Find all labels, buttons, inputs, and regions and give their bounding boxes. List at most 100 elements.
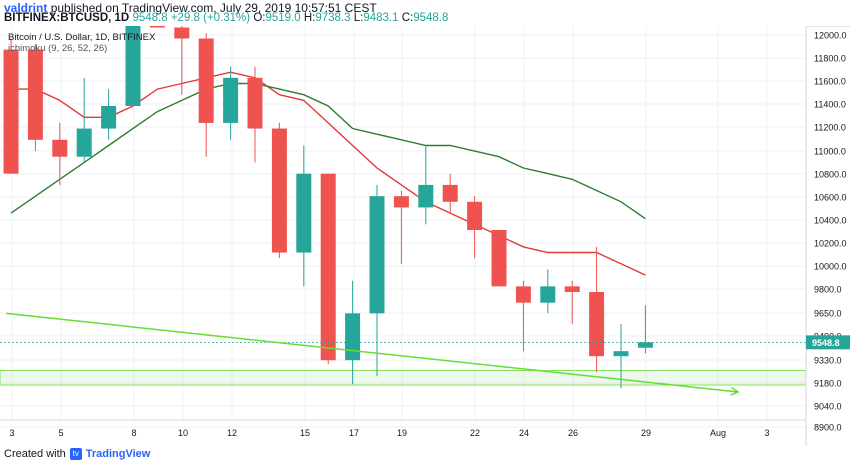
y-tick-label: 9040.0 <box>814 402 842 412</box>
candle <box>418 145 434 225</box>
candle <box>174 26 190 95</box>
footer: Created with tv TradingView <box>4 448 150 460</box>
candle-body <box>613 351 629 357</box>
x-tick-label: 15 <box>300 428 310 438</box>
y-tick-label: 10400.0 <box>814 216 847 226</box>
x-tick-label: 8 <box>131 428 136 438</box>
grid <box>0 26 806 428</box>
y-tick-label: 11000.0 <box>814 147 846 157</box>
x-tick-label: Aug <box>710 428 726 438</box>
trendline <box>6 312 739 393</box>
candle-body <box>76 128 92 157</box>
y-tick-label: 10800.0 <box>814 170 847 180</box>
candle <box>345 280 361 385</box>
symbol-label: BITFINEX:BTCUSD, 1D <box>4 12 130 24</box>
legend-indicator: ichimoku (9, 26, 52, 26) <box>8 43 107 54</box>
y-tick-label: 9650.0 <box>814 309 842 319</box>
candle <box>223 66 239 140</box>
y-tick-label: 10600.0 <box>814 193 847 203</box>
candle-body <box>174 27 190 39</box>
published-text: published on TradingView.com, July 29, 2… <box>50 1 377 15</box>
candle <box>247 66 263 163</box>
candle-body <box>149 26 165 28</box>
candle <box>491 230 507 287</box>
candle-body <box>369 196 385 314</box>
tradingview-logo-icon: tv <box>69 448 82 460</box>
y-tick-label: 11600.0 <box>814 77 846 87</box>
y-tick-label: 10000.0 <box>814 262 847 272</box>
candle-body <box>589 292 605 357</box>
candle <box>76 77 92 163</box>
candle <box>564 280 580 324</box>
kijun-line <box>10 82 646 220</box>
x-tick-label: 26 <box>568 428 578 438</box>
last-price-label: 9548.8 <box>812 338 840 348</box>
y-tick-label: 9330.0 <box>814 356 842 366</box>
candle <box>369 184 385 377</box>
open-label: O: <box>253 12 266 24</box>
low-value: 9483.1 <box>363 12 399 24</box>
price-axis[interactable]: 12000.0 11800.0 11600.0 11400.0 11200.0 11000… <box>805 26 850 446</box>
price-change: +29.8 (+0.31%) <box>170 12 251 24</box>
current-price: 9548.8 <box>132 12 168 24</box>
chart-legend: Bitcoin / U.S. Dollar, 1D, BITFINEX ichi… <box>8 32 156 54</box>
candle <box>125 26 141 106</box>
candle <box>442 173 458 214</box>
candle-body <box>320 173 336 361</box>
high-label: H: <box>303 12 316 24</box>
x-tick-label: 10 <box>178 428 188 438</box>
candle-body <box>3 49 19 174</box>
x-tick-label: 3 <box>764 428 769 438</box>
candle <box>515 280 531 352</box>
low-label: L: <box>353 12 364 24</box>
candle-body <box>467 201 483 230</box>
candle <box>101 89 117 140</box>
candle <box>637 305 653 354</box>
candle-body <box>540 286 556 303</box>
x-tick-label: 12 <box>227 428 237 438</box>
candles <box>3 26 653 389</box>
plot-background <box>0 26 806 420</box>
x-tick-label: 3 <box>9 428 14 438</box>
candle <box>198 33 214 157</box>
candle <box>271 122 287 259</box>
candle <box>27 44 43 152</box>
y-tick-label: 9180.0 <box>814 379 842 389</box>
candle-body <box>515 286 531 303</box>
x-tick-label: 19 <box>397 428 407 438</box>
y-tick-label: 10200.0 <box>814 239 847 249</box>
time-axis[interactable]: 3 5 8 10 12 15 17 19 22 24 26 29 Aug 3 <box>0 419 806 438</box>
candle <box>52 122 68 185</box>
candle-body <box>52 139 68 157</box>
last-price-tag-bg <box>806 335 850 350</box>
candle <box>320 173 336 365</box>
candle-body <box>296 173 312 253</box>
candle-body <box>442 184 458 202</box>
publish-line: valdrint published on TradingView.com, J… <box>4 1 377 15</box>
tradingview-brand[interactable]: TradingView <box>85 448 151 460</box>
candle-body <box>271 128 287 253</box>
candle-body <box>418 184 434 208</box>
candlestick-chart[interactable]: 12000.0 11800.0 11600.0 11400.0 11200.0 11000… <box>0 26 850 446</box>
candle-body <box>637 342 653 348</box>
symbol-line: BITFINEX:BTCUSD, 1D 9548.8 +29.8 (+0.31%… <box>4 12 448 24</box>
last-price-tag: 9548.8 <box>806 335 850 350</box>
x-tick-label: 22 <box>470 428 480 438</box>
candle-body <box>393 196 409 208</box>
author-name[interactable]: valdrint <box>4 1 48 15</box>
support-zone <box>0 370 807 386</box>
candle <box>540 269 556 314</box>
candle <box>296 145 312 287</box>
publish-header: valdrint published on TradingView.com, J… <box>0 0 850 27</box>
y-tick-label: 8900.0 <box>814 423 842 433</box>
y-tick-label: 11200.0 <box>814 123 846 133</box>
ichimoku-lines <box>10 71 646 276</box>
x-tick-label: 29 <box>641 428 651 438</box>
x-tick-label: 5 <box>58 428 63 438</box>
candle-body <box>198 38 214 123</box>
open-value: 9519.0 <box>265 12 301 24</box>
candle-body <box>564 286 580 292</box>
y-tick-label: 12000.0 <box>814 31 847 41</box>
candle-body <box>345 313 361 361</box>
x-tick-label: 17 <box>349 428 359 438</box>
